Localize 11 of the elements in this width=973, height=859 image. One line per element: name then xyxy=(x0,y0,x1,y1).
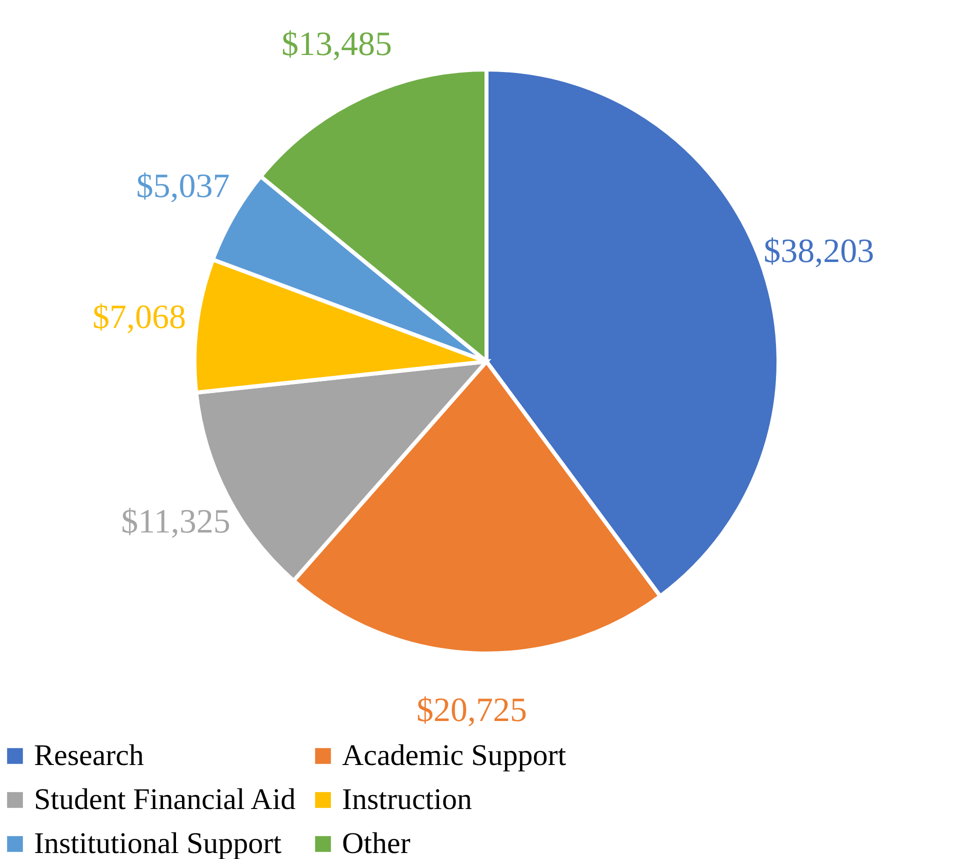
data-label: $38,203 xyxy=(764,232,874,270)
data-label: $11,325 xyxy=(121,504,230,541)
legend-label: Other xyxy=(342,827,410,859)
legend-label: Student Financial Aid xyxy=(34,783,296,816)
legend-label: Research xyxy=(34,739,144,772)
data-label: $13,485 xyxy=(282,26,392,64)
legend-label: Academic Support xyxy=(342,739,567,772)
legend-label: Instruction xyxy=(342,783,472,816)
data-label: $5,037 xyxy=(136,168,230,206)
data-label: $20,725 xyxy=(416,692,527,730)
data-label: $7,068 xyxy=(92,298,186,336)
